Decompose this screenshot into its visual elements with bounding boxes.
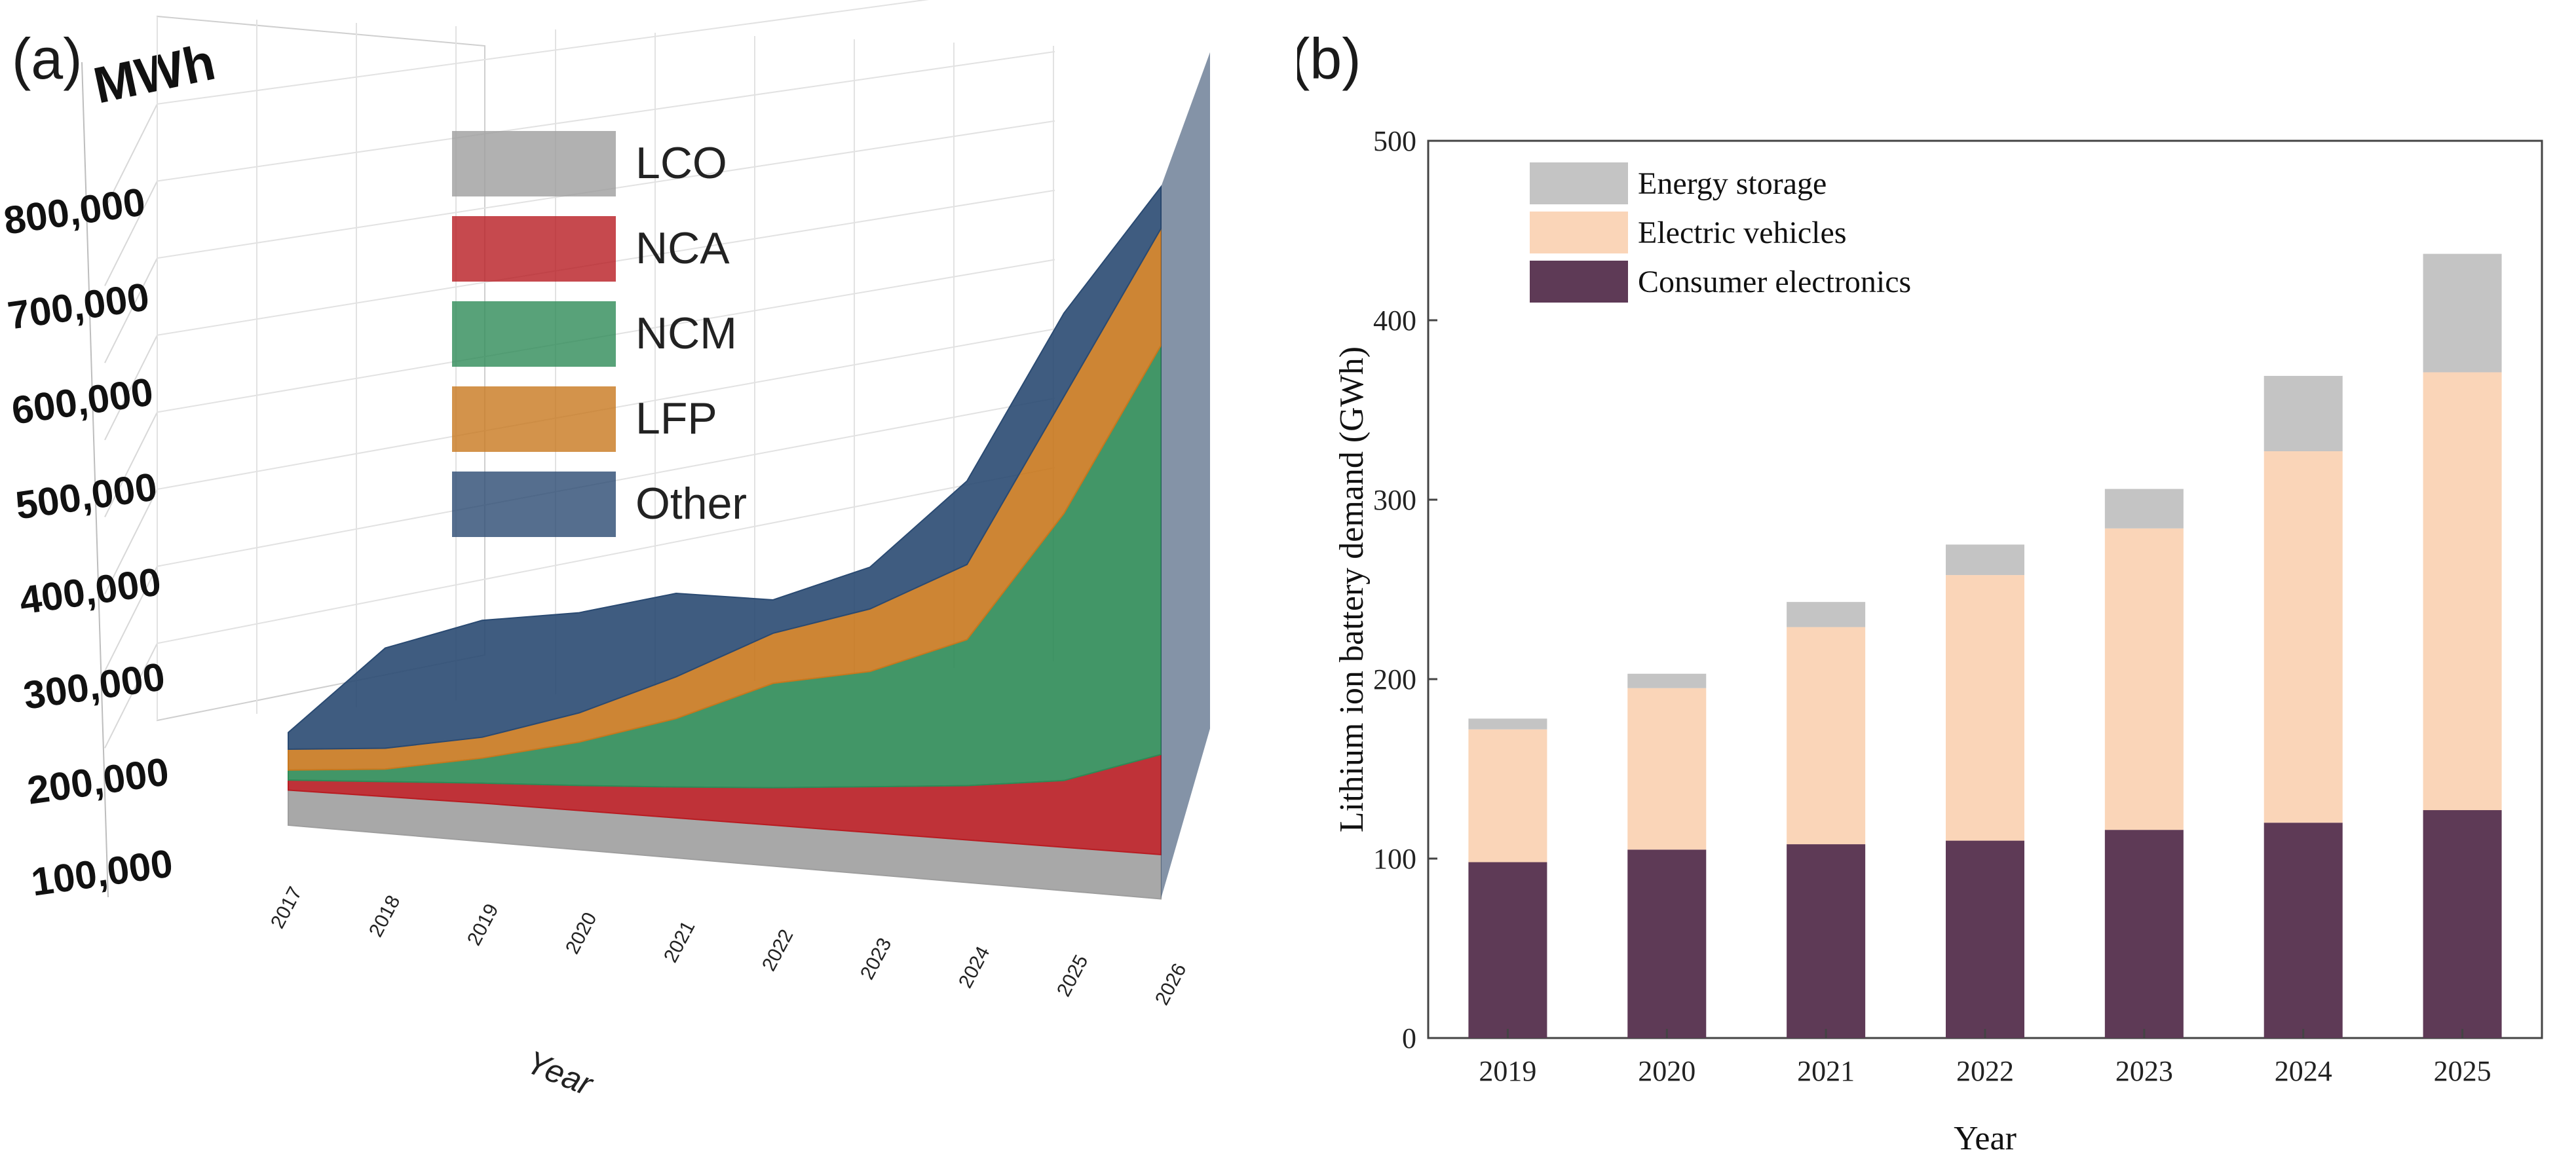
chart-b-bar-energy-storage-2025 <box>2423 253 2502 373</box>
chart-b-x-tick-label: 2023 <box>2115 1055 2173 1087</box>
chart-b-bar-energy-storage-2023 <box>2104 489 2184 529</box>
chart-b-bar-consumer-electronics-2023 <box>2104 830 2184 1038</box>
chart-b-legend-label-consumer-electronics: Consumer electronics <box>1638 265 1911 299</box>
chart-a-y-tick-label: 800,000 <box>1 179 148 243</box>
chart-b-y-tick-label: 300 <box>1373 484 1416 516</box>
chart-a-legend-swatch-ncm <box>452 301 616 367</box>
chart-b-x-tick-label: 2022 <box>1956 1055 2014 1087</box>
chart-b-legend-swatch-energy-storage <box>1530 162 1628 204</box>
chart-a-x-tick-label: 2022 <box>758 926 797 974</box>
chart-b-bar-energy-storage-2021 <box>1787 602 1866 627</box>
chart-a-y-axis-line <box>81 62 109 898</box>
chart-a-y-tick-label: 200,000 <box>25 749 172 813</box>
chart-a-legend-label-nca: NCA <box>635 223 730 273</box>
chart-a-x-tick-label: 2026 <box>1151 960 1190 1009</box>
chart-a-grid-line <box>104 103 158 210</box>
chart-b-bar-consumer-electronics-2022 <box>1946 840 2024 1038</box>
chart-b-bar-electric-vehicles-2019 <box>1468 729 1547 863</box>
chart-b-legend-swatch-electric-vehicles <box>1530 212 1628 253</box>
chart-b-bar-electric-vehicles-2023 <box>2104 528 2184 830</box>
chart-b-bar-energy-storage-2022 <box>1946 544 2024 576</box>
chart-b-x-tick-label: 2025 <box>2434 1055 2491 1087</box>
chart-b: (b) 0 100 200 300 400 500 2019 2020 2021 2022 202… <box>1297 26 2543 1157</box>
chart-a-grid-line <box>157 0 930 105</box>
chart-a-legend-swatch-lco <box>452 131 616 196</box>
chart-a-grid-line <box>104 335 158 441</box>
chart-a-y-tick-label: 700,000 <box>5 274 152 338</box>
chart-b-x-tick-label: 2020 <box>1638 1055 1695 1087</box>
chart-a-y-tick-label: 600,000 <box>9 369 156 433</box>
chart-b-y-tick-label: 400 <box>1373 305 1416 337</box>
chart-b-y-tick-label: 500 <box>1373 125 1416 157</box>
chart-a-x-tick-label: 2017 <box>267 883 306 932</box>
chart-a-x-tick-label: 2025 <box>1053 952 1092 1000</box>
chart-a-grid-line <box>104 489 158 595</box>
chart-b-bar-energy-storage-2019 <box>1468 718 1547 730</box>
chart-b-legend-swatch-consumer-electronics <box>1530 261 1628 303</box>
chart-a-back-wall <box>157 15 485 722</box>
chart-b-y-tick-label: 0 <box>1402 1022 1416 1054</box>
chart-a-grid-line <box>104 181 158 286</box>
chart-b-x-tick-label: 2024 <box>2275 1055 2332 1087</box>
chart-b-x-tick-label: 2021 <box>1797 1055 1855 1087</box>
chart-a-legend-swatch-nca <box>452 216 616 282</box>
chart-b-bar-electric-vehicles-2024 <box>2263 451 2343 823</box>
chart-b-y-tick-label: 200 <box>1373 663 1416 696</box>
chart-a-x-tick-label: 2021 <box>660 918 699 966</box>
chart-a-side-face <box>1161 52 1210 899</box>
chart-a-y-tick-label: 300,000 <box>21 654 168 718</box>
chart-a-grid-line <box>157 467 1055 644</box>
chart-a-x-tick-label: 2020 <box>561 909 601 957</box>
chart-a-grid-line <box>104 566 158 672</box>
chart-a-legend-swatch-lfp <box>452 386 616 452</box>
chart-a-grid-line <box>104 411 158 517</box>
chart-b-bar-energy-storage-2020 <box>1627 673 1707 688</box>
chart-a-x-tick-label: 2019 <box>463 900 502 949</box>
chart-a-grid-line <box>104 642 158 749</box>
chart-a-grid-line <box>157 50 1055 182</box>
chart-a-legend-swatch-other <box>452 472 616 537</box>
chart-b-bar-consumer-electronics-2024 <box>2263 823 2343 1038</box>
chart-b-legend-label-electric-vehicles: Electric vehicles <box>1638 215 1847 250</box>
chart-a-x-tick-label: 2018 <box>365 892 404 940</box>
chart-a-x-axis-title: Year <box>521 1043 599 1103</box>
chart-a: (a) MWh 100,000 200,000 300,000 400,000 500,… <box>1 0 1210 1104</box>
chart-b-x-axis-title: Year <box>1954 1120 2017 1157</box>
chart-a-x-tick-label: 2023 <box>856 935 896 983</box>
chart-a-panel-label: (a) <box>12 26 83 91</box>
chart-a-grid-line <box>104 257 158 363</box>
chart-b-bar-electric-vehicles-2025 <box>2423 372 2502 811</box>
chart-a-unit-label: MWh <box>88 33 219 115</box>
chart-b-bar-consumer-electronics-2020 <box>1627 849 1707 1038</box>
chart-b-legend-label-energy-storage: Energy storage <box>1638 166 1827 201</box>
chart-b-y-tick-label: 100 <box>1373 843 1416 875</box>
chart-b-panel-label: (b) <box>1297 26 1361 91</box>
chart-b-bar-electric-vehicles-2020 <box>1627 688 1707 850</box>
chart-b-bar-consumer-electronics-2021 <box>1787 844 1866 1038</box>
chart-b-y-axis-title: Lithium ion battery demand (GWh) <box>1333 346 1371 832</box>
chart-a-legend-label-ncm: NCM <box>635 308 737 358</box>
chart-b-bar-consumer-electronics-2025 <box>2423 810 2502 1038</box>
chart-a-legend-label-lfp: LFP <box>635 394 717 443</box>
chart-b-bar-energy-storage-2024 <box>2263 375 2343 452</box>
chart-a-legend-label-other: Other <box>635 479 747 529</box>
chart-b-bar-electric-vehicles-2021 <box>1787 627 1866 845</box>
chart-a-y-tick-label: 400,000 <box>17 559 164 623</box>
chart-b-bar-consumer-electronics-2019 <box>1468 862 1547 1038</box>
chart-a-legend-label-lco: LCO <box>635 138 727 188</box>
chart-b-bar-electric-vehicles-2022 <box>1946 575 2024 841</box>
chart-a-x-tick-label: 2024 <box>955 943 994 992</box>
chart-a-y-tick-label: 500,000 <box>13 464 160 528</box>
chart-a-y-tick-label: 100,000 <box>29 841 176 904</box>
chart-b-x-tick-label: 2019 <box>1479 1055 1536 1087</box>
